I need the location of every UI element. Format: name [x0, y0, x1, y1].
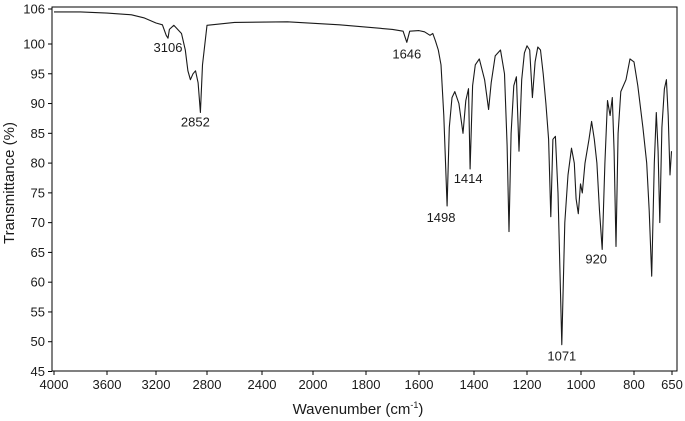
- y-tick-label: 90: [31, 96, 45, 111]
- y-tick-label: 85: [31, 126, 45, 141]
- peak-label-920: 920: [585, 251, 607, 266]
- y-tick-label: 80: [31, 156, 45, 171]
- x-tick-label: 1400: [460, 377, 489, 392]
- x-axis-title: Wavenumber (cm-1): [293, 400, 424, 418]
- y-tick-label: 95: [31, 66, 45, 81]
- x-tick-label: 1200: [513, 377, 542, 392]
- x-tick-label: 2000: [299, 377, 328, 392]
- x-axis-title-main: Wavenumber (cm: [293, 401, 411, 418]
- x-tick-label: 2400: [248, 377, 277, 392]
- peak-label-1646: 1646: [392, 46, 421, 61]
- y-tick-label: 60: [31, 275, 45, 290]
- x-tick-label: 1600: [405, 377, 434, 392]
- x-axis-title-superscript: -1: [410, 400, 418, 410]
- x-tick-label: 2800: [193, 377, 222, 392]
- peak-labels: 3106 2852 1646 1498 1414 1071 920: [154, 40, 608, 364]
- x-tick-label: 1800: [352, 377, 381, 392]
- peak-label-1071: 1071: [547, 349, 576, 364]
- peak-label-1498: 1498: [427, 210, 456, 225]
- x-tick-label: 4000: [40, 377, 69, 392]
- y-tick-label: 50: [31, 334, 45, 349]
- y-tick-label: 45: [31, 364, 45, 379]
- x-axis-ticks: 4000 3600 3200 2800 2400 2000 1800 1600 1400 1200…: [40, 371, 683, 392]
- x-tick-label: 3600: [93, 377, 122, 392]
- y-tick-label: 106: [23, 2, 45, 17]
- plot-frame: [51, 6, 678, 372]
- y-tick-label: 55: [31, 304, 45, 319]
- y-tick-label: 65: [31, 245, 45, 260]
- y-tick-label: 100: [23, 37, 45, 52]
- peak-label-2852: 2852: [181, 114, 210, 129]
- y-axis-ticks: 45 50 55 60 65 70 75 80 85 90 95 100 106: [23, 2, 52, 379]
- x-tick-label: 1000: [567, 377, 596, 392]
- peak-label-3106: 3106: [154, 40, 183, 55]
- y-tick-label: 75: [31, 185, 45, 200]
- x-tick-label: 650: [661, 377, 683, 392]
- plot-area: 45 50 55 60 65 70 75 80 85 90 95 100 106 4000 3600 320…: [23, 2, 683, 393]
- spectrum-line: [54, 11, 673, 346]
- y-axis-title: Transmittance (%): [1, 122, 18, 244]
- x-tick-label: 800: [623, 377, 645, 392]
- x-axis-title-end: ): [418, 401, 423, 418]
- y-tick-label: 70: [31, 215, 45, 230]
- peak-label-1414: 1414: [454, 171, 483, 186]
- x-tick-label: 3200: [142, 377, 171, 392]
